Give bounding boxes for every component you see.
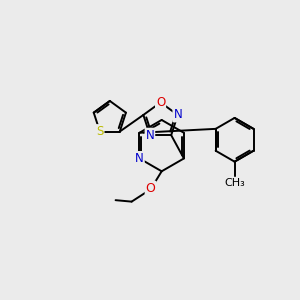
Text: CH₃: CH₃: [224, 178, 245, 188]
Text: N: N: [146, 129, 154, 142]
Text: O: O: [146, 182, 155, 195]
Text: N: N: [135, 152, 144, 165]
Text: N: N: [173, 109, 182, 122]
Text: O: O: [156, 96, 165, 109]
Text: S: S: [96, 125, 103, 138]
